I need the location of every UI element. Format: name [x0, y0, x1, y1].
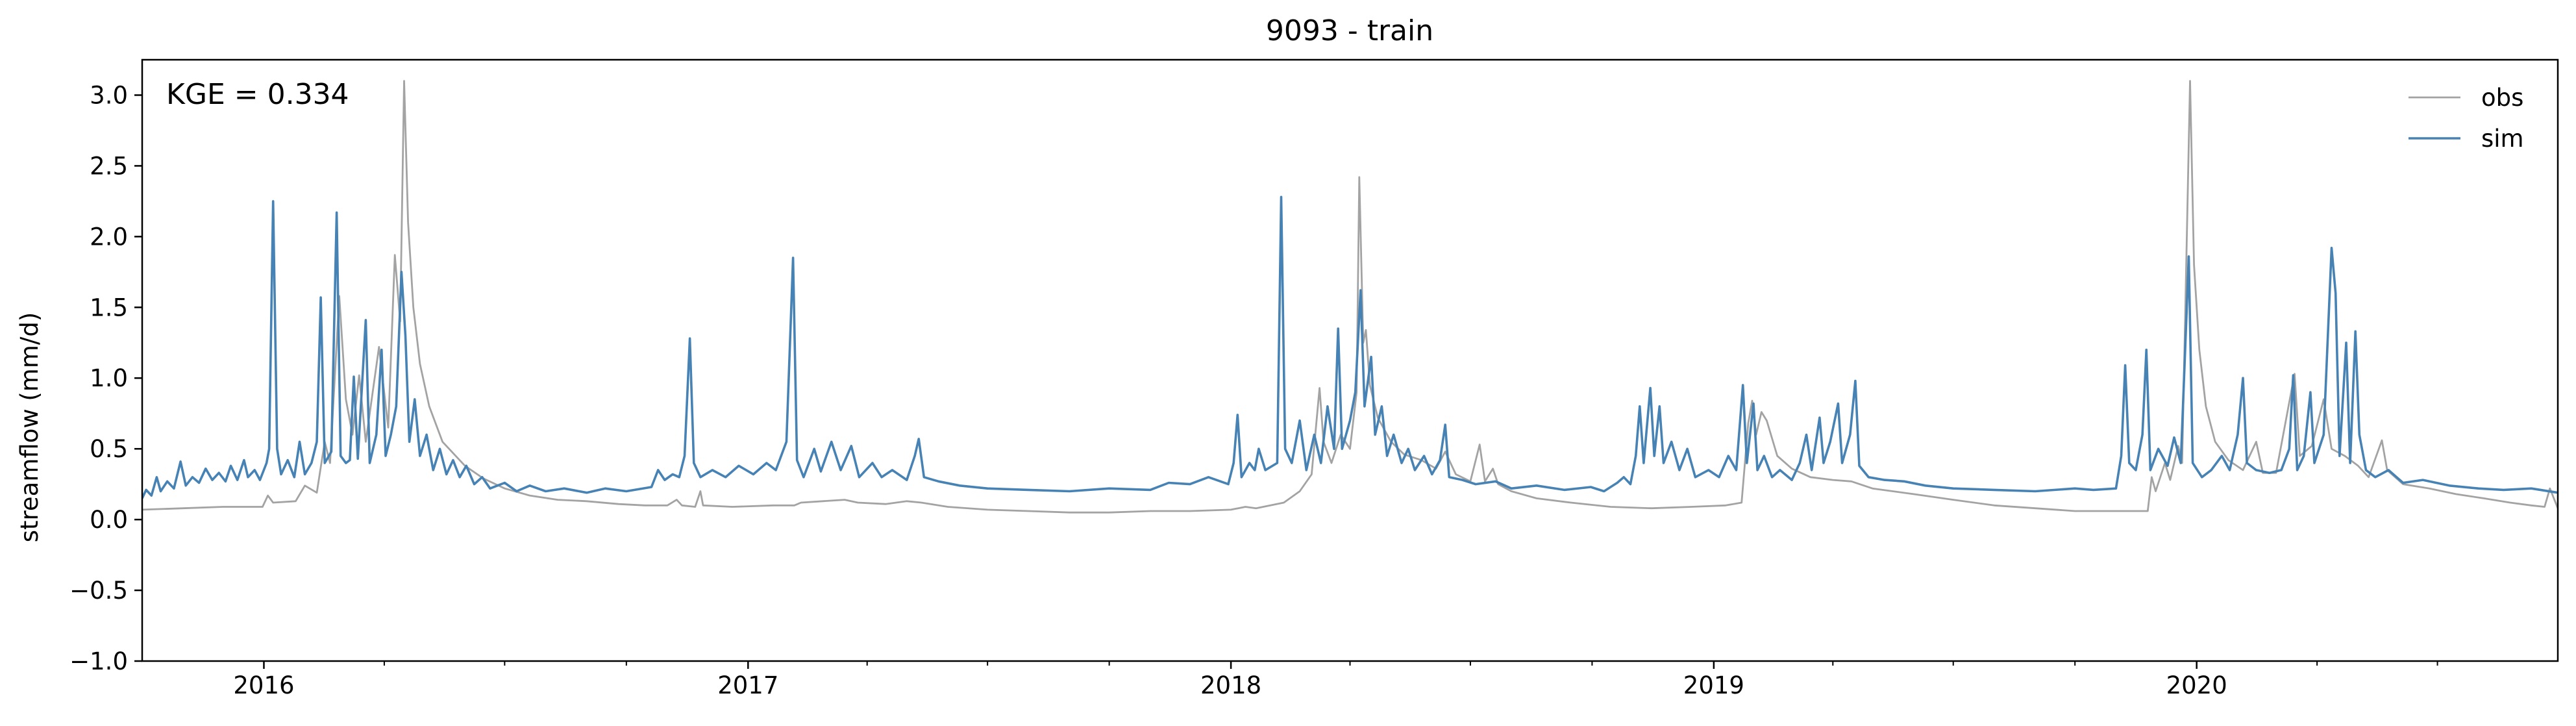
legend: obs sim [2409, 84, 2524, 153]
x-tick-label: 2017 [717, 671, 778, 699]
y-tick-label: 0.0 [90, 506, 128, 534]
y-tick-label: 3.0 [90, 81, 128, 109]
x-tick-label: 2016 [233, 671, 294, 699]
kge-annotation: KGE = 0.334 [166, 78, 349, 111]
y-tick-label: 1.5 [90, 294, 128, 321]
y-tick-label: 0.5 [90, 435, 128, 463]
series-layer [142, 80, 2558, 514]
y-tick-label: 2.0 [90, 223, 128, 251]
y-tick-label: −1.0 [69, 647, 128, 675]
y-tick-label: 1.0 [90, 364, 128, 392]
y-tick-label: 2.5 [90, 152, 128, 180]
legend-label-sim: sim [2481, 125, 2524, 153]
x-tick-label: 2020 [2166, 671, 2227, 699]
y-axis: −1.0 −0.5 0.0 0.5 1.0 1.5 2.0 2.5 3.0 [69, 81, 142, 675]
x-axis: 2016 2017 2018 2019 2020 [233, 661, 2438, 699]
series-line-sim [142, 195, 2558, 499]
x-tick-label: 2019 [1683, 671, 1744, 699]
series-line-obs [142, 80, 2558, 514]
x-tick-label: 2018 [1200, 671, 1261, 699]
y-axis-label: streamflow (mm/d) [16, 312, 43, 543]
y-tick-label: −0.5 [69, 577, 128, 605]
chart-title: 9093 - train [1266, 14, 1433, 47]
legend-label-obs: obs [2481, 84, 2523, 112]
